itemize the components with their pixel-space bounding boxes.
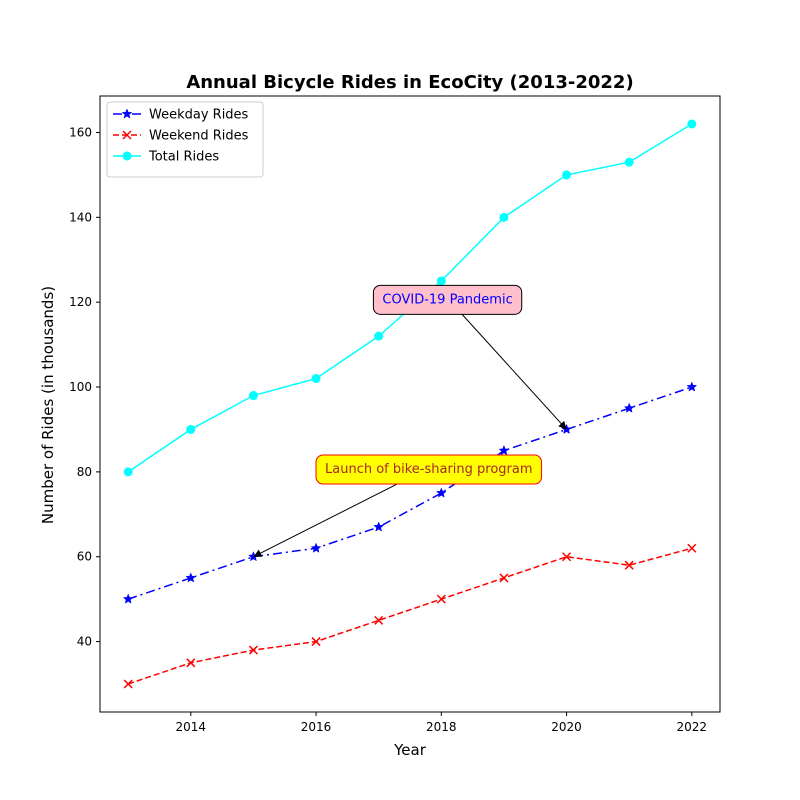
data-point: [248, 645, 258, 655]
data-point: [185, 572, 197, 583]
data-point: [687, 543, 697, 553]
data-point: [121, 108, 133, 119]
series-layer: [122, 119, 698, 689]
x-tick-label: 2014: [176, 720, 207, 734]
data-point: [624, 157, 634, 167]
data-point: [562, 170, 572, 180]
x-tick-label: 2016: [301, 720, 332, 734]
data-point: [499, 212, 509, 222]
chart-title: Annual Bicycle Rides in EcoCity (2013-20…: [186, 72, 633, 93]
y-axis-label: Number of Rides (in thousands): [39, 286, 57, 524]
data-point: [123, 467, 133, 477]
data-point: [374, 615, 384, 625]
legend-box: [106, 101, 264, 178]
annotation-box: [372, 284, 523, 315]
data-point: [122, 593, 134, 604]
annotation-text: Launch of bike-sharing program: [325, 462, 533, 477]
data-point: [248, 391, 258, 401]
data-point: [624, 560, 634, 570]
data-point: [311, 637, 321, 647]
legend-label: Weekday Rides: [149, 108, 249, 123]
data-point: [436, 276, 446, 286]
data-point: [186, 658, 196, 668]
annotation: COVID-19 Pandemic: [372, 284, 567, 430]
data-point: [435, 487, 447, 498]
x-tick-label: 2018: [426, 720, 457, 734]
annotation-box: [315, 454, 543, 485]
y-tick-label: 40: [77, 635, 92, 649]
y-tick-label: 140: [69, 210, 92, 224]
plot-frame: [99, 95, 721, 713]
data-point: [122, 151, 132, 161]
data-point: [122, 130, 132, 140]
annotation-arrow: [253, 482, 401, 558]
y-tick-label: 120: [69, 295, 92, 309]
series-weekend-rides: [123, 543, 697, 689]
data-point: [311, 374, 321, 384]
x-tick-label: 2020: [551, 720, 582, 734]
series-weekday-rides: [122, 381, 698, 604]
data-point: [123, 679, 133, 689]
y-tick-label: 80: [77, 465, 92, 479]
y-tick-label: 160: [69, 125, 92, 139]
annotation-layer: COVID-19 Pandemic Launch of bike-sharing …: [253, 284, 567, 558]
x-axis-label: Year: [393, 741, 427, 759]
data-point: [436, 594, 446, 604]
data-point: [562, 552, 572, 562]
y-tick-label: 100: [69, 380, 92, 394]
data-point: [623, 402, 635, 413]
legend-entry: Total Rides: [113, 150, 219, 165]
series-line: [127, 386, 693, 600]
x-tick-label: 2022: [677, 720, 708, 734]
y-tick-label: 60: [77, 550, 92, 564]
data-point: [499, 573, 509, 583]
data-point: [687, 119, 697, 129]
data-point: [186, 424, 196, 434]
legend-entry: Weekday Rides: [113, 108, 249, 123]
legend: Weekday Rides Weekend Rides Total Rides: [106, 101, 264, 178]
data-point: [373, 521, 385, 532]
data-point: [310, 542, 322, 553]
data-point: [374, 331, 384, 341]
annotation-text: COVID-19 Pandemic: [382, 292, 512, 307]
x-axis: 2014 2016 2018 2020 2022: [176, 712, 708, 734]
y-axis: 40 60 80 100 120 140 160: [69, 125, 100, 649]
data-point: [498, 444, 510, 456]
annotation-arrow: [460, 312, 567, 430]
legend-entry: Weekend Rides: [113, 129, 249, 144]
plot-area: 2014 2016 2018 2020 2022 406080100120140160 …: [69, 95, 721, 734]
legend-label: Weekend Rides: [149, 129, 249, 144]
annotation: Launch of bike-sharing program: [253, 454, 543, 558]
legend-label: Total Rides: [148, 150, 219, 165]
series-line: [127, 547, 693, 685]
data-point: [686, 381, 698, 392]
